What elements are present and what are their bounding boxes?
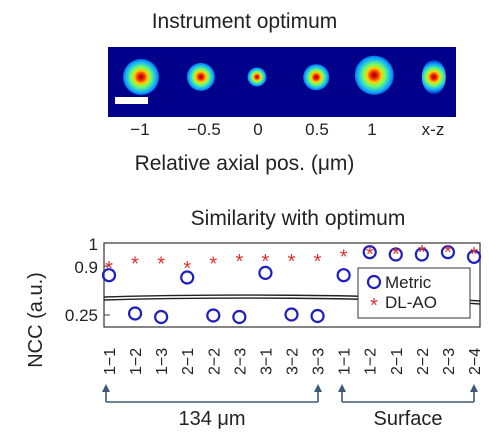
axial-tick-label: 0 xyxy=(253,120,263,139)
axial-tick-label: 1 xyxy=(367,120,377,139)
legend: Metric * DL-AO xyxy=(357,267,471,319)
x-tick-label: 3−2 xyxy=(285,348,302,375)
metric-point xyxy=(154,309,169,325)
psf-tile xyxy=(170,47,232,117)
psf-panel-title: Instrument optimum xyxy=(151,10,338,33)
legend-dlao-marker: * xyxy=(370,295,378,317)
metric-point xyxy=(466,249,482,264)
psf-tile xyxy=(232,47,294,117)
chart-title: Similarity with optimum xyxy=(190,207,406,230)
x-tick-label: 1−3 xyxy=(154,348,171,375)
x-tick-label: 2−1 xyxy=(389,348,406,375)
group-brackets xyxy=(102,384,478,403)
y-axis-label: NCC (a.u.) xyxy=(25,272,47,368)
dlao-point: * xyxy=(209,253,217,275)
x-tick-label: 2−4 xyxy=(467,348,484,375)
metric-point xyxy=(232,309,247,325)
metric-point xyxy=(101,268,117,283)
metric-point xyxy=(414,247,429,262)
x-tick-label: 2−2 xyxy=(206,348,223,375)
axial-tick-label: 0.5 xyxy=(305,120,329,139)
dlao-point: * xyxy=(444,242,452,264)
axial-tick-label: x-z xyxy=(421,120,445,139)
axial-tick-label: −0.5 xyxy=(187,120,221,139)
x-tick-label: 2−2 xyxy=(415,348,432,375)
dlao-point: * xyxy=(288,251,296,273)
group-label-surface: Surface xyxy=(373,408,443,430)
dlao-point: * xyxy=(418,242,426,264)
psf-tile xyxy=(108,47,170,117)
psf-tile xyxy=(354,47,414,117)
dlao-point: * xyxy=(470,244,478,266)
x-tick-label: 2−3 xyxy=(232,348,249,375)
metric-point xyxy=(127,306,143,321)
x-tick-label: 3−1 xyxy=(258,348,275,375)
metric-point xyxy=(310,308,325,324)
x-tick-label: 2−3 xyxy=(441,348,458,375)
dlao-point: * xyxy=(105,258,113,280)
metric-point xyxy=(180,270,195,285)
metric-point xyxy=(284,307,299,322)
legend-metric-marker xyxy=(366,274,382,290)
group-label-134um: 134 μm xyxy=(178,408,246,430)
scale-bar xyxy=(115,97,148,104)
psf-tile-xz xyxy=(414,47,456,117)
legend-metric-label: Metric xyxy=(385,273,432,292)
x-tick-label: 1−1 xyxy=(337,348,354,375)
y-tick-label: 0.25 xyxy=(65,306,98,325)
axial-position-axis-title: Relative axial pos. (μm) xyxy=(134,152,355,175)
y-tick-label: 1 xyxy=(89,235,98,254)
dlao-point: * xyxy=(157,253,165,275)
dlao-point: * xyxy=(235,251,243,273)
x-tick-label: 2−1 xyxy=(180,348,197,375)
y-tick-label: 0.9 xyxy=(74,258,98,277)
psf-tile xyxy=(294,47,356,117)
axial-tick-label: −1 xyxy=(130,120,150,139)
dlao-point: * xyxy=(366,244,374,266)
metric-point xyxy=(362,245,377,260)
x-tick-label: 1−2 xyxy=(128,348,145,375)
dlao-point: * xyxy=(131,253,139,275)
metric-point xyxy=(206,308,221,323)
dlao-point: * xyxy=(392,244,400,266)
x-tick-label: 3−3 xyxy=(311,348,328,375)
dlao-point: * xyxy=(183,258,191,280)
legend-dlao-label: DL-AO xyxy=(385,293,437,312)
dlao-point: * xyxy=(314,251,322,273)
metric-point xyxy=(388,247,403,262)
metric-point xyxy=(258,265,273,280)
x-tick-label: 1−1 xyxy=(102,348,119,375)
psf-image-strip xyxy=(108,47,456,117)
metric-point xyxy=(336,268,351,283)
dlao-point: * xyxy=(262,251,270,273)
x-tick-label: 1−2 xyxy=(363,348,380,375)
metric-point xyxy=(440,245,456,260)
dlao-point: * xyxy=(340,247,348,269)
